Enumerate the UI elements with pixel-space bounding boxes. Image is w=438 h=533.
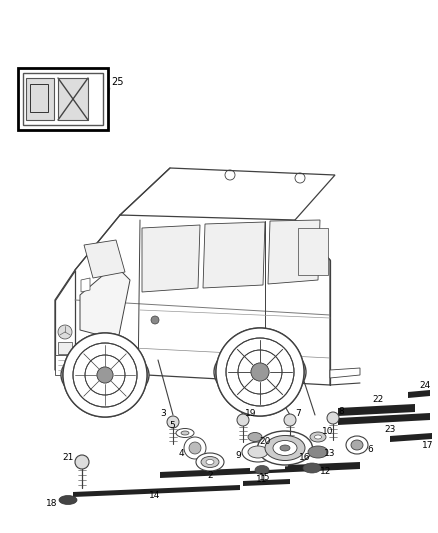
Circle shape (251, 363, 269, 381)
Ellipse shape (258, 431, 312, 465)
Circle shape (184, 437, 206, 459)
Text: 10: 10 (322, 427, 334, 437)
Text: 12: 12 (320, 467, 332, 477)
Circle shape (327, 412, 339, 424)
Text: 23: 23 (384, 425, 396, 434)
Circle shape (58, 325, 72, 339)
Text: 7: 7 (295, 409, 301, 418)
Text: 16: 16 (299, 454, 311, 463)
Circle shape (189, 442, 201, 454)
Polygon shape (250, 465, 285, 471)
Ellipse shape (303, 463, 321, 473)
Polygon shape (120, 168, 335, 220)
Polygon shape (84, 240, 125, 278)
Text: 6: 6 (367, 446, 373, 455)
Polygon shape (55, 355, 75, 375)
Polygon shape (55, 270, 75, 370)
Polygon shape (203, 222, 265, 288)
Text: 17: 17 (422, 440, 434, 449)
Ellipse shape (273, 440, 297, 456)
Text: 19: 19 (245, 409, 257, 418)
Text: 25: 25 (112, 77, 124, 87)
Circle shape (63, 333, 147, 417)
Polygon shape (338, 404, 415, 416)
Polygon shape (58, 342, 72, 354)
Circle shape (167, 416, 179, 428)
Text: 8: 8 (338, 408, 344, 416)
Ellipse shape (310, 432, 326, 442)
Circle shape (151, 316, 159, 324)
Text: 15: 15 (259, 472, 271, 481)
Ellipse shape (255, 465, 269, 474)
Polygon shape (55, 210, 330, 385)
Circle shape (75, 455, 89, 469)
Ellipse shape (242, 442, 274, 462)
Polygon shape (160, 463, 360, 478)
Ellipse shape (265, 435, 305, 461)
Text: 22: 22 (372, 395, 384, 405)
Polygon shape (142, 225, 200, 292)
Bar (58, 78, 88, 120)
Ellipse shape (201, 456, 219, 467)
Polygon shape (408, 390, 430, 398)
Circle shape (216, 328, 304, 416)
Circle shape (237, 414, 249, 426)
Polygon shape (298, 228, 328, 275)
Ellipse shape (59, 496, 77, 505)
Ellipse shape (308, 446, 328, 458)
Text: 14: 14 (149, 490, 161, 499)
Ellipse shape (206, 459, 214, 464)
Ellipse shape (314, 435, 321, 439)
Text: 2: 2 (207, 472, 213, 481)
Ellipse shape (248, 432, 262, 441)
Text: 4: 4 (178, 449, 184, 458)
Circle shape (284, 414, 296, 426)
Polygon shape (338, 413, 430, 425)
Ellipse shape (61, 348, 149, 402)
Ellipse shape (176, 429, 194, 438)
Polygon shape (330, 368, 360, 378)
Text: 13: 13 (324, 449, 336, 458)
Bar (30, 84, 48, 112)
Circle shape (251, 363, 269, 381)
Polygon shape (243, 479, 290, 486)
Ellipse shape (196, 453, 224, 471)
Circle shape (97, 367, 113, 383)
Text: 9: 9 (235, 451, 241, 461)
Ellipse shape (346, 436, 368, 454)
Circle shape (63, 333, 147, 417)
Bar (26, 78, 54, 120)
Polygon shape (81, 278, 90, 292)
Polygon shape (268, 220, 320, 284)
Bar (18, 68, 108, 130)
Bar (23, 73, 103, 125)
Text: 3: 3 (160, 409, 166, 418)
Ellipse shape (351, 440, 363, 450)
Text: 20: 20 (259, 438, 271, 447)
Circle shape (97, 367, 113, 383)
Ellipse shape (248, 446, 268, 458)
Polygon shape (80, 265, 130, 340)
Polygon shape (390, 433, 432, 442)
Text: 5: 5 (169, 421, 175, 430)
Polygon shape (288, 462, 360, 468)
Text: 24: 24 (419, 382, 431, 391)
Ellipse shape (214, 343, 306, 401)
Ellipse shape (181, 431, 189, 435)
Ellipse shape (280, 445, 290, 451)
Text: 21: 21 (62, 454, 74, 463)
Polygon shape (73, 485, 240, 497)
Circle shape (216, 328, 304, 416)
Text: 11: 11 (256, 475, 268, 484)
Text: 18: 18 (46, 499, 58, 508)
